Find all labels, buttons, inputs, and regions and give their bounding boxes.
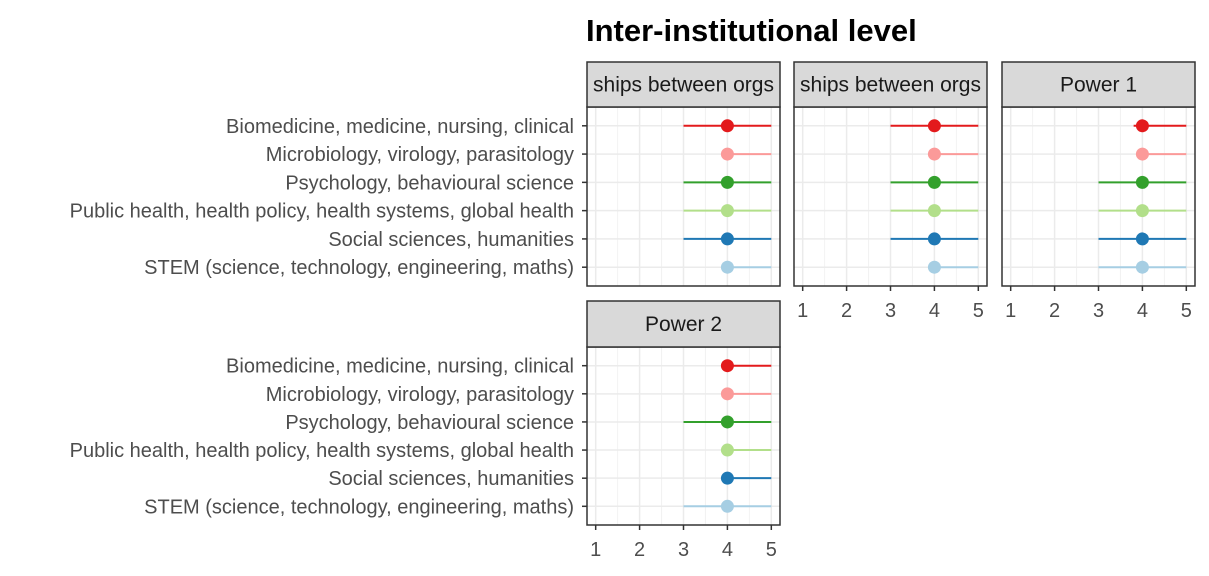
x-tick-label: 3 — [678, 539, 689, 561]
median-point — [927, 147, 941, 161]
median-point — [720, 443, 734, 457]
strip-background — [586, 61, 781, 108]
median-point — [720, 387, 734, 401]
median-point — [1135, 147, 1149, 161]
median-point — [720, 415, 734, 429]
median-point — [927, 119, 941, 133]
panels-group: ships between orgs Biomedicine, medicine,… — [70, 61, 1196, 561]
median-point — [720, 175, 734, 189]
median-point — [927, 232, 941, 246]
x-tick-label: 4 — [722, 539, 733, 561]
y-tick-label: Psychology, behavioural science — [285, 172, 574, 194]
panel-1: ships between orgs Biomedicine, medicine,… — [70, 61, 781, 287]
x-tick-label: 2 — [1049, 300, 1060, 322]
y-tick-label: Psychology, behavioural science — [285, 412, 574, 434]
y-tick-label: Microbiology, virology, parasitology — [266, 384, 574, 406]
strip-label: Power 1 — [1060, 74, 1137, 97]
median-point — [720, 359, 734, 373]
strip-label: ships between orgs — [593, 74, 774, 97]
median-point — [1135, 175, 1149, 189]
median-point — [720, 471, 734, 485]
x-tick-label: 1 — [590, 539, 601, 561]
x-tick-label: 1 — [797, 300, 808, 322]
median-point — [1135, 232, 1149, 246]
panel-4: Power 2 Biomedicine, medicine, nursing, c… — [70, 300, 781, 561]
y-tick-label: STEM (science, technology, engineering, … — [144, 496, 574, 518]
panel-2: ships between orgs 1 2 3 4 5 — [793, 61, 988, 322]
median-point — [720, 147, 734, 161]
strip-background — [586, 300, 781, 348]
strip-label: ships between orgs — [800, 74, 981, 97]
panel-data — [1098, 119, 1187, 274]
x-tick-label: 3 — [1093, 300, 1104, 322]
y-tick-label: Biomedicine, medicine, nursing, clinical — [226, 356, 574, 378]
x-tick-label: 4 — [929, 300, 940, 322]
y-tick-label: STEM (science, technology, engineering, … — [144, 257, 574, 279]
x-tick-label: 5 — [1181, 300, 1192, 322]
y-tick-label: Social sciences, humanities — [328, 229, 574, 251]
panel-3: Power 1 1 2 3 4 5 — [1001, 61, 1196, 322]
y-tick-label: Public health, health policy, health sys… — [70, 440, 574, 462]
y-tick-label: Microbiology, virology, parasitology — [266, 144, 574, 166]
y-tick-label: Social sciences, humanities — [328, 468, 574, 490]
median-point — [927, 204, 941, 218]
x-tick-label: 3 — [885, 300, 896, 322]
strip-background — [793, 61, 988, 108]
x-tick-label: 2 — [841, 300, 852, 322]
y-tick-label: Biomedicine, medicine, nursing, clinical — [226, 116, 574, 138]
median-point — [1135, 204, 1149, 218]
x-tick-label: 5 — [766, 539, 777, 561]
median-point — [720, 232, 734, 246]
chart-title: Inter-institutional level — [586, 13, 917, 48]
panel-data — [890, 119, 979, 274]
x-tick-label: 1 — [1005, 300, 1016, 322]
median-point — [1135, 260, 1149, 274]
x-tick-label: 5 — [973, 300, 984, 322]
strip-background — [1001, 61, 1196, 108]
strip-label: Power 2 — [645, 313, 722, 336]
median-point — [927, 175, 941, 189]
x-tick-label: 2 — [634, 539, 645, 561]
median-point — [720, 204, 734, 218]
y-tick-label: Public health, health policy, health sys… — [70, 201, 574, 223]
panel-data — [683, 119, 772, 274]
median-point — [1135, 119, 1149, 133]
median-point — [720, 119, 734, 133]
median-point — [720, 260, 734, 274]
x-tick-label: 4 — [1137, 300, 1148, 322]
median-point — [720, 499, 734, 513]
panel-data — [683, 359, 772, 513]
median-point — [927, 260, 941, 274]
